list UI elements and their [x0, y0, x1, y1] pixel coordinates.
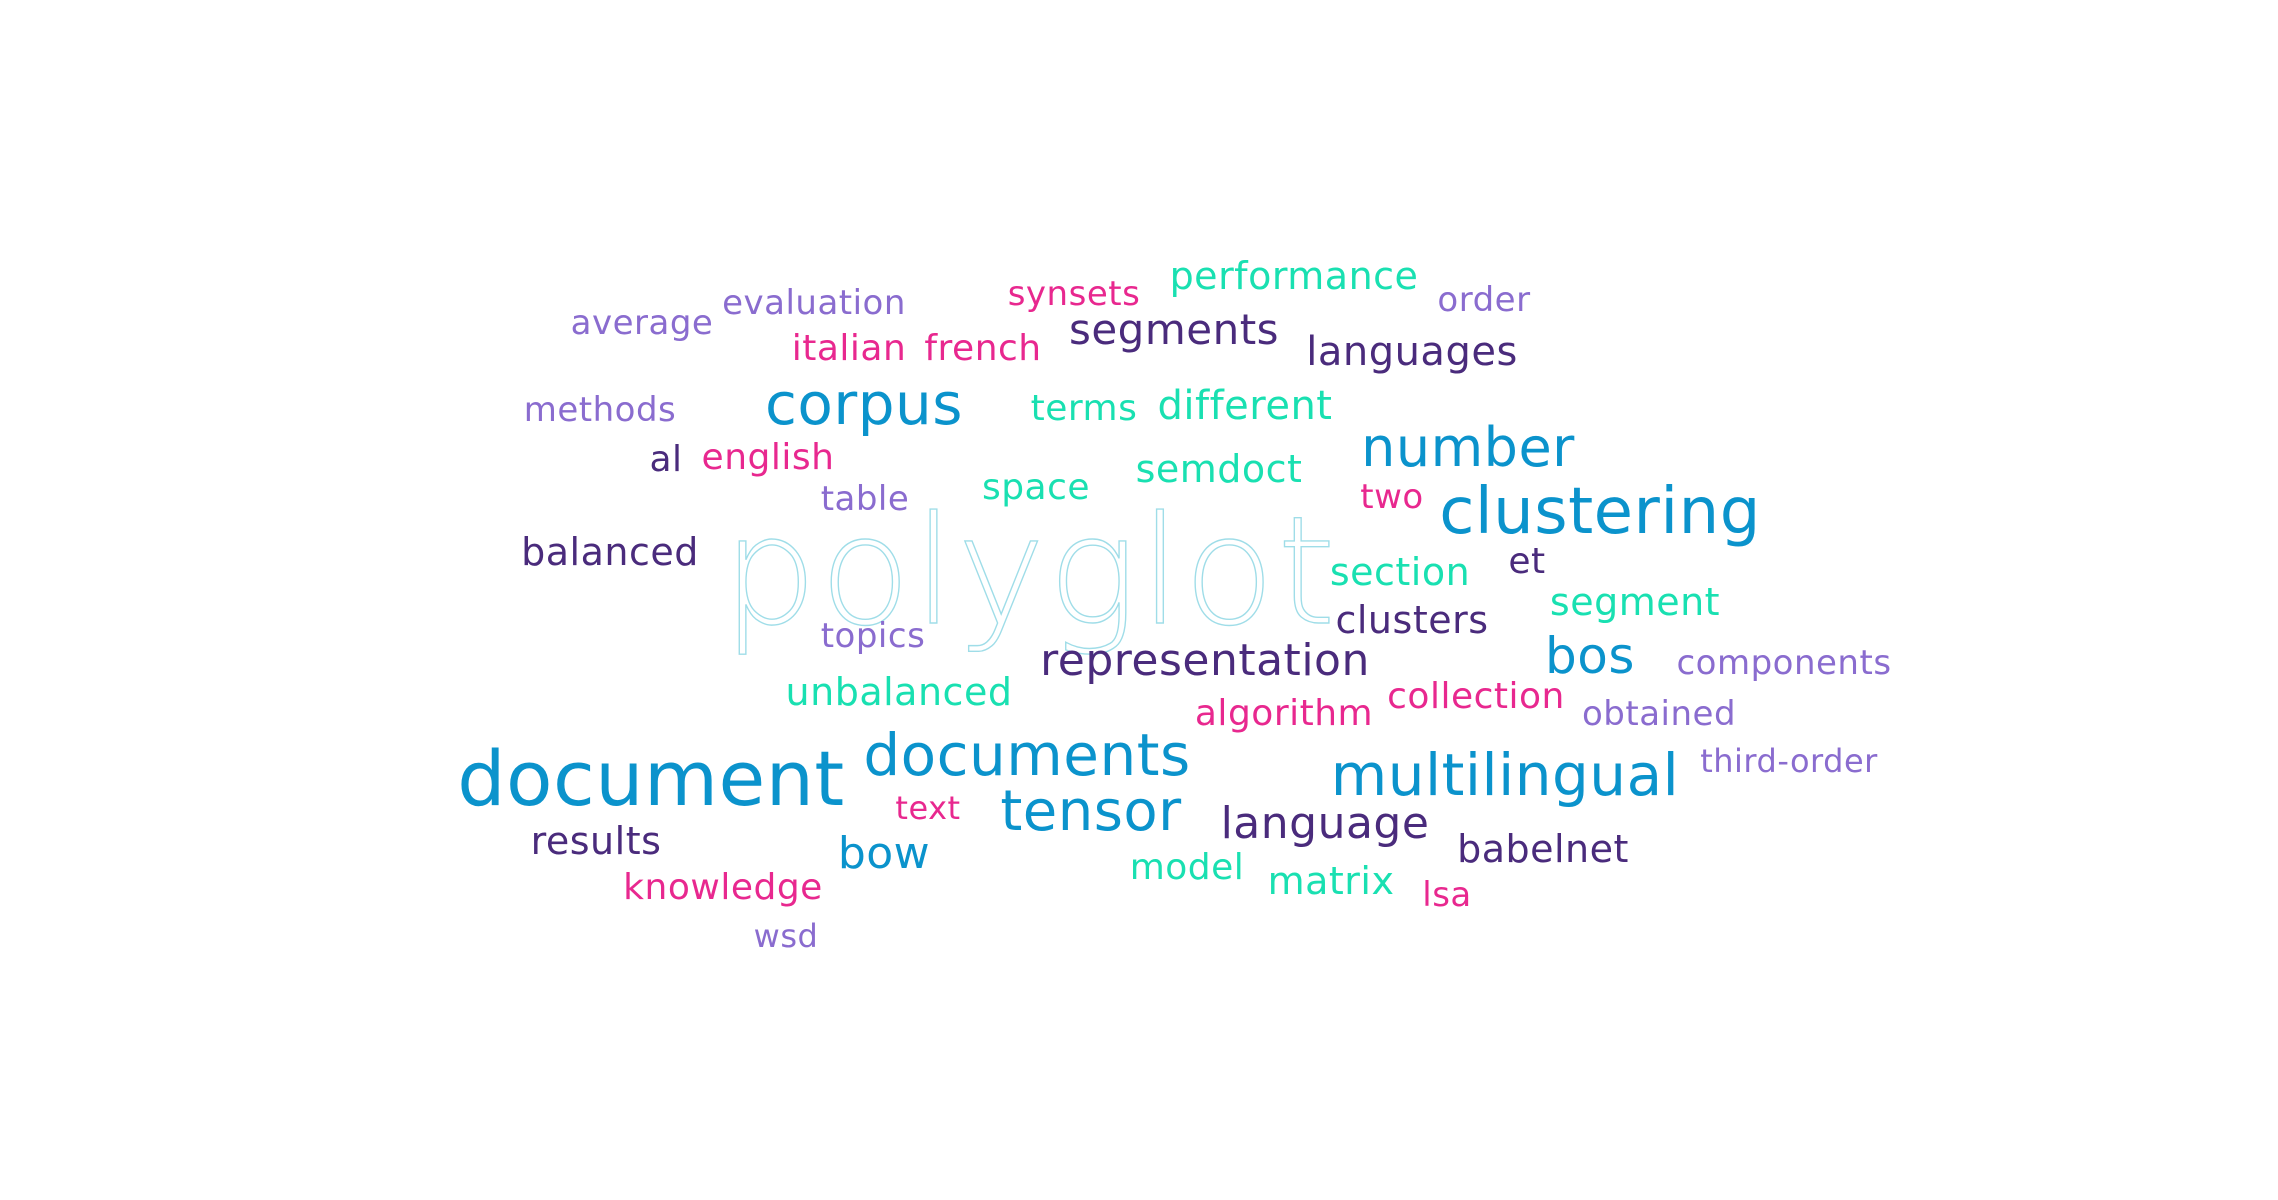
word-language: language: [1220, 798, 1430, 849]
word-segments: segments: [1068, 305, 1280, 354]
word-unbalanced: unbalanced: [785, 670, 1013, 714]
word-languages: languages: [1306, 329, 1518, 375]
word-average: average: [570, 303, 714, 343]
word-text: text: [895, 789, 961, 827]
word-performance: performance: [1169, 254, 1419, 298]
word-lsa: lsa: [1422, 875, 1472, 915]
word-bow: bow: [837, 828, 931, 879]
word-corpus: corpus: [764, 370, 964, 438]
word-table: table: [820, 479, 910, 519]
word-components: components: [1676, 643, 1892, 683]
word-obtained: obtained: [1581, 694, 1737, 734]
word-et: et: [1508, 541, 1546, 582]
word-representation: representation: [1040, 635, 1370, 686]
word-knowledge: knowledge: [623, 867, 823, 908]
word-matrix: matrix: [1267, 859, 1395, 903]
word-multilingual: multilingual: [1330, 741, 1680, 809]
word-segment: segment: [1549, 580, 1721, 624]
word-clusters: clusters: [1335, 598, 1489, 642]
word-documents: documents: [863, 721, 1191, 789]
word-two: two: [1360, 477, 1424, 517]
word-different: different: [1157, 383, 1333, 429]
word-semdoct: semdoct: [1135, 447, 1303, 491]
word-babelnet: babelnet: [1457, 827, 1629, 871]
word-methods: methods: [523, 390, 677, 430]
word-collection: collection: [1387, 676, 1565, 717]
word-english: english: [701, 437, 835, 478]
word-clustering: clustering: [1439, 475, 1761, 549]
word-results: results: [530, 819, 662, 863]
word-document: document: [457, 734, 845, 823]
word-bos: bos: [1545, 627, 1635, 685]
word-polyglot: polyglot: [721, 485, 1338, 659]
word-synsets: synsets: [1007, 274, 1141, 314]
word-third-order: third-order: [1700, 742, 1878, 780]
word-wsd: wsd: [753, 917, 819, 955]
word-tensor: tensor: [1000, 779, 1182, 844]
word-french: french: [924, 328, 1042, 369]
word-algorithm: algorithm: [1194, 693, 1374, 734]
word-model: model: [1129, 847, 1245, 888]
word-order: order: [1437, 280, 1531, 320]
word-number: number: [1361, 416, 1575, 479]
word-evaluation: evaluation: [722, 283, 906, 323]
word-al: al: [649, 439, 683, 480]
word-topics: topics: [820, 616, 926, 656]
word-italian: italian: [791, 328, 907, 369]
word-terms: terms: [1030, 388, 1138, 429]
word-balanced: balanced: [521, 530, 699, 574]
word-section: section: [1329, 550, 1471, 594]
word-space: space: [981, 467, 1091, 508]
